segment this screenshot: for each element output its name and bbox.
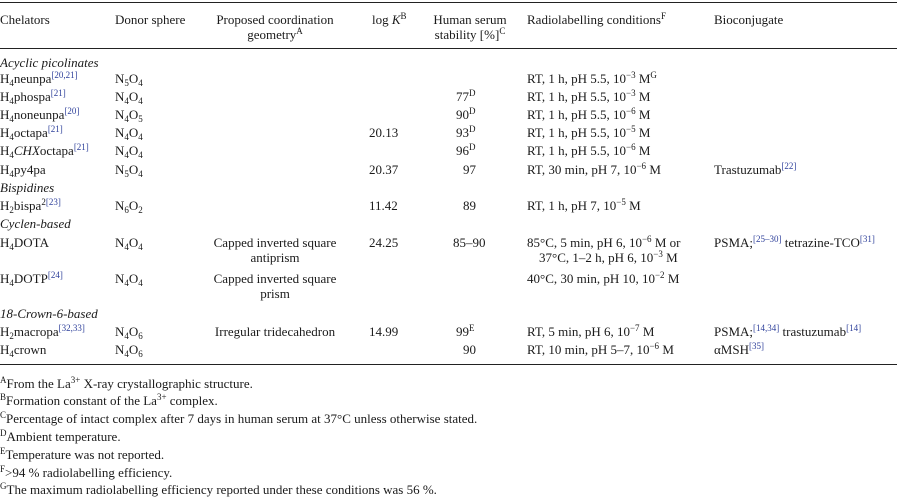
footnote-g: GThe maximum radiolabelling efficiency r… <box>0 481 437 498</box>
row-octapa-chelator: H4octapa[21] <box>0 124 63 142</box>
row-macropa-geometry: Irregular tridecahedron <box>214 324 336 339</box>
row-bispa-logk: 11.42 <box>369 198 398 213</box>
row-dota-stability: 85–90 <box>453 235 486 250</box>
row-phospa-chelator: H4phospa[21] <box>0 88 66 106</box>
row-dotp-chelator: H4DOTP[24] <box>0 270 63 288</box>
row-neunpa-donor: N5O4 <box>115 71 143 88</box>
row-neunpa-chelator: H4neunpa[20,21] <box>0 70 78 88</box>
row-noneunpa-chelator: H4noneunpa[20] <box>0 106 80 124</box>
row-crown-donor: N4O6 <box>115 342 143 359</box>
header-logk: log KB <box>372 11 407 28</box>
row-bispa-stability: 89 <box>463 198 476 213</box>
row-dota-geometry: Capped inverted square antiprism <box>200 235 350 265</box>
row-dotp-geometry-line1: Capped inverted square <box>213 271 337 286</box>
row-noneunpa-conditions: RT, 1 h, pH 5.5, 10−6 M <box>527 106 651 123</box>
header-stability-line1: Human serum <box>433 12 507 27</box>
row-py4pa-stability: 97 <box>463 162 476 177</box>
row-py4pa-logk: 20.37 <box>369 162 399 177</box>
top-rule <box>0 2 897 3</box>
row-chxoctapa-conditions: RT, 1 h, pH 5.5, 10−6 M <box>527 142 651 159</box>
row-dota-donor: N4O4 <box>115 235 143 252</box>
header-bioconjugate: Bioconjugate <box>714 12 784 27</box>
row-macropa-logk: 14.99 <box>369 324 399 339</box>
header-geometry: Proposed coordination geometryA <box>200 12 350 42</box>
row-macropa-stability: 99E <box>456 323 475 340</box>
row-dota-logk: 24.25 <box>369 235 399 250</box>
row-octapa-donor: N4O4 <box>115 125 143 142</box>
row-macropa-chelator: H2macropa[32,33] <box>0 323 85 341</box>
header-donor-sphere: Donor sphere <box>115 12 186 27</box>
row-noneunpa-donor: N4O5 <box>115 107 143 124</box>
row-phospa-stability: 77D <box>456 88 476 105</box>
section-crown: 18-Crown-6-based <box>0 306 98 321</box>
row-macropa-conditions: RT, 5 min, pH 6, 10−7 M <box>527 323 655 340</box>
row-dota-geometry-line2: antiprism <box>250 250 300 265</box>
header-conditions: Radiolabelling conditionsF <box>527 11 666 28</box>
row-bispa-chelator: H2bispa2[23] <box>0 197 61 215</box>
row-octapa-stability: 93D <box>456 124 476 141</box>
header-chelators: Chelators <box>0 12 50 27</box>
row-crown-bioconjugate: αMSH[35] <box>714 341 764 358</box>
row-py4pa-bioconjugate: Trastuzumab[22] <box>714 161 797 178</box>
row-crown-conditions: RT, 10 min, pH 5–7, 10−6 M <box>527 341 674 358</box>
footnote-a: AFrom the La3+ X-ray crystallographic st… <box>0 375 253 392</box>
header-stability-line2: stability [%]C <box>434 26 506 43</box>
row-py4pa-conditions: RT, 30 min, pH 7, 10−6 M <box>527 161 661 178</box>
section-bispidines: Bispidines <box>0 180 55 195</box>
header-rule <box>0 48 897 49</box>
row-phospa-donor: N4O4 <box>115 89 143 106</box>
row-py4pa-donor: N5O4 <box>115 162 143 179</box>
row-neunpa-conditions: RT, 1 h, pH 5.5, 10−3 MG <box>527 70 657 87</box>
bottom-rule <box>0 364 897 365</box>
row-chxoctapa-donor: N4O4 <box>115 143 143 160</box>
row-macropa-donor: N4O6 <box>115 324 143 341</box>
row-dota-conditions-line2: 37°C, 1–2 h, pH 6, 10−3 M <box>539 249 678 266</box>
row-dota-geometry-line1: Capped inverted square <box>213 235 337 250</box>
row-phospa-conditions: RT, 1 h, pH 5.5, 10−3 M <box>527 88 651 105</box>
footnote-c: CPercentage of intact complex after 7 da… <box>0 410 478 427</box>
footnote-b: BFormation constant of the La3+ complex. <box>0 392 218 409</box>
row-dotp-conditions: 40°C, 30 min, pH 10, 10−2 M <box>527 270 680 287</box>
footnote-f: F>94 % radiolabelling efficiency. <box>0 464 173 481</box>
row-dotp-donor: N4O4 <box>115 271 143 288</box>
row-dota-chelator: H4DOTA <box>0 235 49 252</box>
row-bispa-conditions: RT, 1 h, pH 7, 10−5 M <box>527 197 641 214</box>
row-dota-conditions: 85°C, 5 min, pH 6, 10−6 M or 37°C, 1–2 h… <box>527 234 681 266</box>
row-macropa-bioconjugate: PSMA;[14,34] trastuzumab[14] <box>714 323 862 340</box>
row-dota-conditions-line1: 85°C, 5 min, pH 6, 10−6 M or <box>527 234 681 251</box>
section-cyclen: Cyclen-based <box>0 216 71 231</box>
row-bispa-donor: N6O2 <box>115 198 143 215</box>
row-crown-stability: 90 <box>463 342 476 357</box>
row-dotp-geometry-line2: prism <box>260 286 290 301</box>
row-dota-bioconjugate: PSMA;[25–30] tetrazine-TCO[31] <box>714 234 875 251</box>
row-crown-chelator: H4crown <box>0 342 47 359</box>
row-octapa-conditions: RT, 1 h, pH 5.5, 10−5 M <box>527 124 651 141</box>
header-stability: Human serum stability [%]C <box>420 12 520 42</box>
header-geometry-line2: geometryA <box>247 26 303 43</box>
footnote-d: DAmbient temperature. <box>0 428 121 445</box>
row-py4pa-chelator: H4py4pa <box>0 162 46 179</box>
footnote-e: ETemperature was not reported. <box>0 446 165 463</box>
section-acyclic: Acyclic picolinates <box>0 55 99 70</box>
row-noneunpa-stability: 90D <box>456 106 476 123</box>
row-chxoctapa-stability: 96D <box>456 142 476 159</box>
header-geometry-line1: Proposed coordination <box>216 12 334 27</box>
row-dotp-geometry: Capped inverted square prism <box>200 271 350 301</box>
row-octapa-logk: 20.13 <box>369 125 399 140</box>
row-chxoctapa-chelator: H4CHXoctapa[21] <box>0 142 89 160</box>
